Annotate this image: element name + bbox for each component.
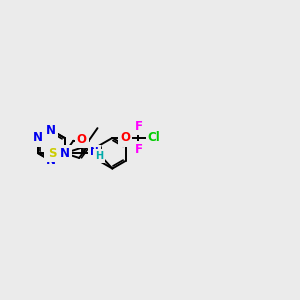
Text: F: F [134, 143, 142, 156]
Text: S: S [48, 147, 57, 160]
Text: F: F [134, 120, 142, 133]
Text: Cl: Cl [148, 131, 161, 144]
Text: O: O [120, 131, 130, 144]
Text: N: N [90, 147, 99, 157]
Text: N: N [46, 124, 56, 137]
Text: N: N [60, 147, 70, 160]
Text: N: N [33, 131, 43, 144]
Text: H: H [95, 151, 103, 161]
Text: O: O [77, 133, 87, 146]
Text: N: N [46, 154, 56, 167]
